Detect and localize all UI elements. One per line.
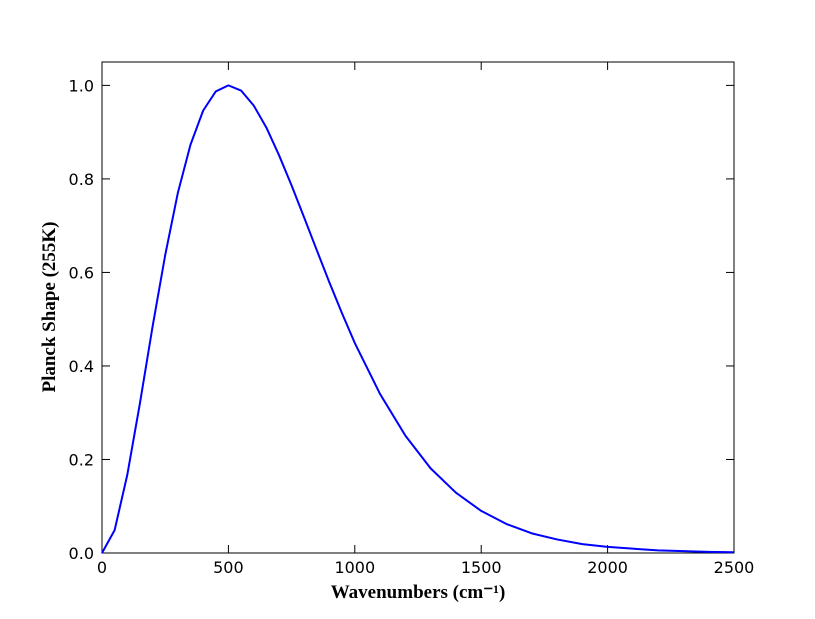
x-tick-label: 1500: [461, 558, 502, 577]
y-tick-label: 0.8: [69, 170, 94, 189]
x-tick-label: 500: [213, 558, 244, 577]
x-tick-label: 1000: [334, 558, 375, 577]
y-axis-label: Planck Shape (255K): [39, 221, 60, 392]
x-tick-label: 2000: [587, 558, 628, 577]
y-tick-label: 1.0: [69, 76, 94, 95]
x-axis-label: Wavenumbers (cm⁻¹): [331, 582, 506, 603]
x-tick-label: 2500: [714, 558, 755, 577]
x-tick-label: 0: [97, 558, 107, 577]
plot-frame: [101, 61, 735, 554]
y-tick-label: 0.2: [69, 450, 94, 469]
y-tick-label: 0.6: [69, 263, 94, 282]
y-tick-label: 0.0: [69, 544, 94, 563]
data-line: [101, 84, 735, 554]
y-tick-label: 0.4: [69, 357, 94, 376]
